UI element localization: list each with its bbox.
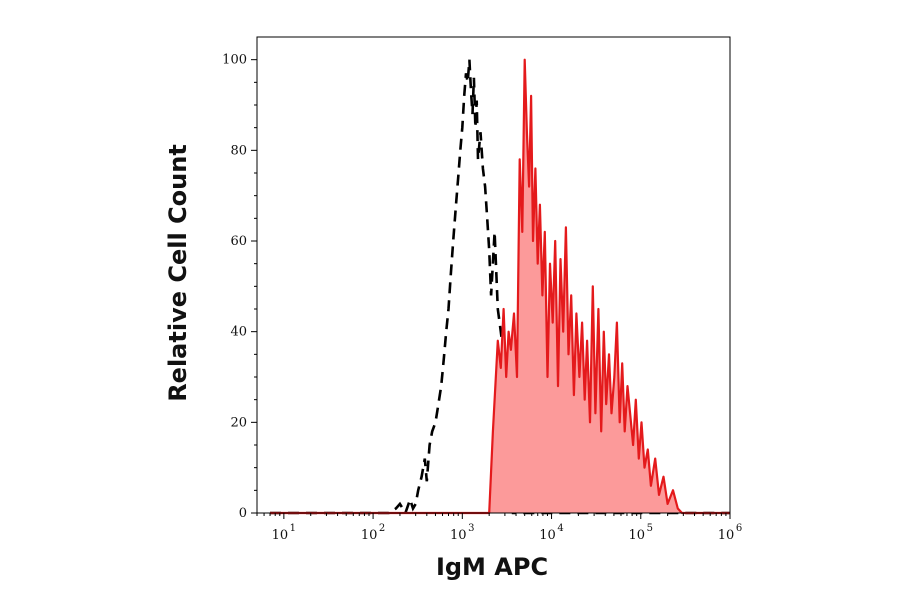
x-tick-exponent: 1 — [290, 523, 296, 534]
x-tick-exponent: 4 — [557, 523, 563, 534]
x-tick-label: 10 — [272, 528, 289, 543]
series-line-0 — [270, 59, 730, 517]
x-tick-exponent: 5 — [647, 523, 653, 534]
plot-frame — [256, 36, 731, 514]
series-layer — [270, 58, 730, 517]
y-tick-label: 60 — [230, 234, 247, 249]
x-tick-label: 10 — [539, 528, 556, 543]
plot-border — [256, 36, 731, 514]
series-fill-1 — [270, 59, 730, 513]
x-axis-title: IgM APC — [436, 553, 548, 581]
x-tick-exponent: 2 — [379, 523, 385, 534]
y-tick-label: 100 — [222, 53, 247, 68]
x-tick-label: 10 — [450, 528, 467, 543]
x-tick-label: 10 — [628, 528, 645, 543]
y-tick-label: 80 — [230, 143, 247, 158]
y-tick-label: 40 — [230, 325, 247, 340]
y-tick-label: 0 — [239, 506, 247, 521]
y-tick-label: 20 — [230, 415, 247, 430]
x-tick-exponent: 6 — [736, 523, 742, 534]
x-tick-label: 10 — [718, 528, 735, 543]
series-line-1 — [270, 58, 730, 515]
y-axis-title: Relative Cell Count — [164, 144, 192, 402]
x-tick-exponent: 3 — [468, 523, 474, 534]
x-tick-label: 10 — [361, 528, 378, 543]
